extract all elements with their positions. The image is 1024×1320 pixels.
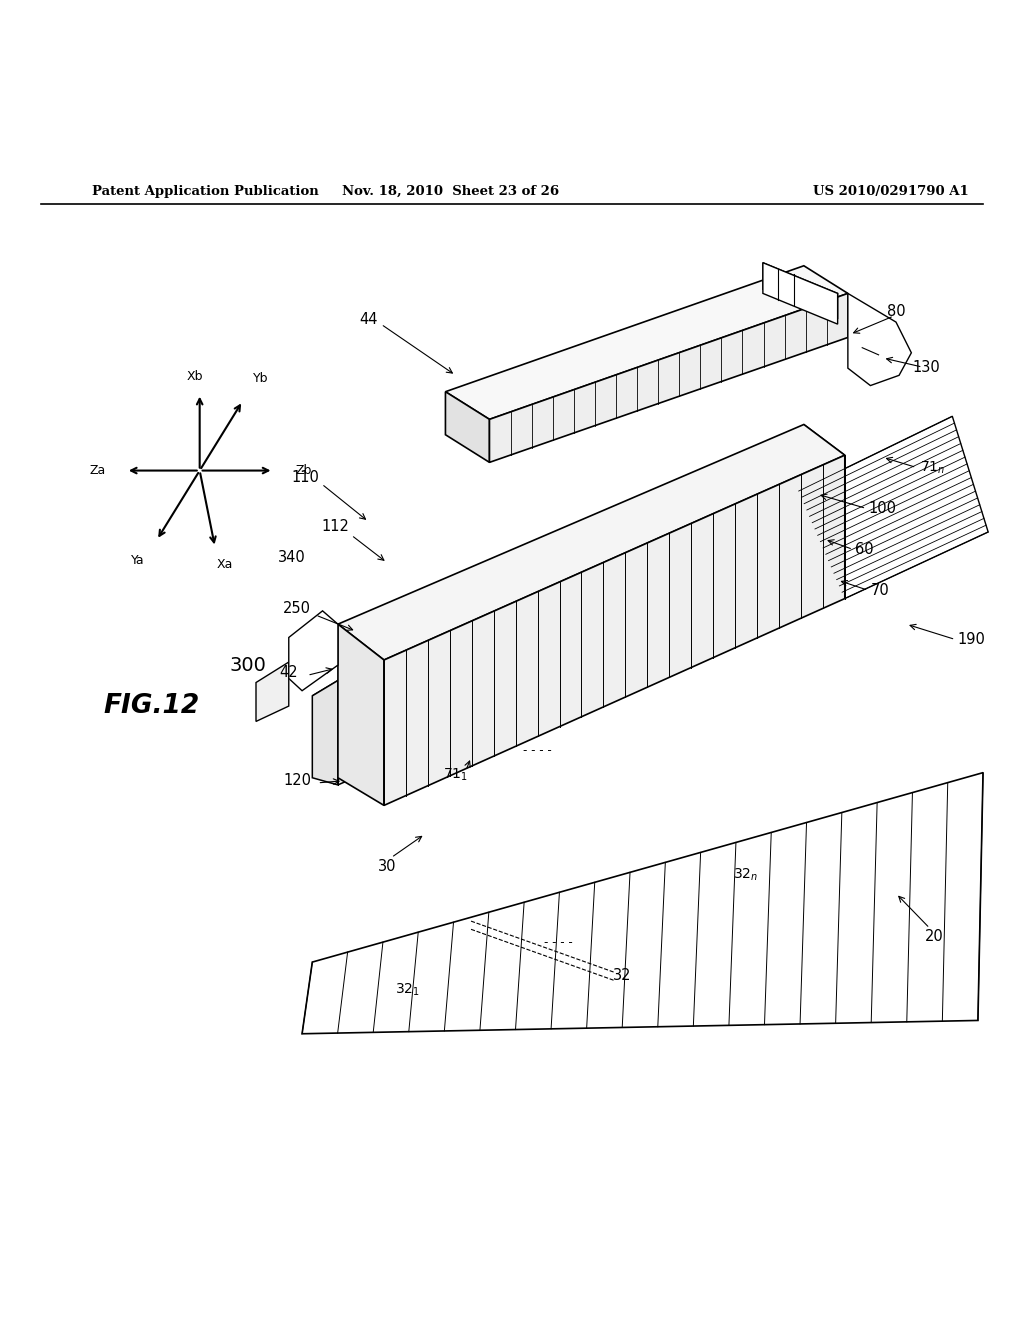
Polygon shape xyxy=(302,772,983,1034)
Polygon shape xyxy=(763,263,838,319)
Text: 70: 70 xyxy=(870,583,889,598)
Text: 130: 130 xyxy=(912,359,941,375)
Polygon shape xyxy=(489,293,848,462)
Text: 112: 112 xyxy=(322,519,350,535)
Text: 60: 60 xyxy=(855,543,873,557)
Polygon shape xyxy=(799,416,988,598)
Text: 20: 20 xyxy=(925,929,943,944)
Text: $71_n$: $71_n$ xyxy=(920,459,945,475)
Polygon shape xyxy=(445,392,489,462)
Text: $32_1$: $32_1$ xyxy=(395,982,420,998)
Text: 300: 300 xyxy=(229,656,266,675)
Polygon shape xyxy=(256,663,289,722)
Polygon shape xyxy=(338,491,799,785)
Text: FIG.12: FIG.12 xyxy=(103,693,200,719)
Polygon shape xyxy=(763,263,838,325)
Text: Patent Application Publication: Patent Application Publication xyxy=(92,185,318,198)
Text: Xa: Xa xyxy=(217,558,233,572)
Text: Xb: Xb xyxy=(186,370,203,383)
Polygon shape xyxy=(312,491,799,696)
Text: Za: Za xyxy=(89,465,105,477)
Text: - - - -: - - - - xyxy=(523,743,552,756)
Text: 190: 190 xyxy=(957,632,985,647)
Text: 110: 110 xyxy=(291,470,319,486)
Text: Ya: Ya xyxy=(131,554,145,568)
Text: - - - -: - - - - xyxy=(544,936,572,949)
Polygon shape xyxy=(848,293,911,385)
Text: 250: 250 xyxy=(283,602,311,616)
Text: US 2010/0291790 A1: US 2010/0291790 A1 xyxy=(813,185,969,198)
Text: 44: 44 xyxy=(359,312,378,326)
Polygon shape xyxy=(312,681,338,785)
Text: 32: 32 xyxy=(613,968,632,983)
Text: Yb: Yb xyxy=(253,372,268,385)
Text: 42: 42 xyxy=(280,665,298,680)
Text: $32_n$: $32_n$ xyxy=(733,867,758,883)
Polygon shape xyxy=(338,425,845,660)
Text: 340: 340 xyxy=(278,550,306,565)
Text: 30: 30 xyxy=(378,859,396,874)
Text: Nov. 18, 2010  Sheet 23 of 26: Nov. 18, 2010 Sheet 23 of 26 xyxy=(342,185,559,198)
Text: 80: 80 xyxy=(887,305,905,319)
Text: $71_1$: $71_1$ xyxy=(443,767,468,783)
Polygon shape xyxy=(445,265,848,420)
Polygon shape xyxy=(804,425,845,598)
Polygon shape xyxy=(289,611,338,690)
Text: 120: 120 xyxy=(283,774,311,788)
Polygon shape xyxy=(384,455,845,805)
Polygon shape xyxy=(338,624,384,805)
Text: Zb: Zb xyxy=(296,465,312,477)
Text: 100: 100 xyxy=(868,502,896,516)
